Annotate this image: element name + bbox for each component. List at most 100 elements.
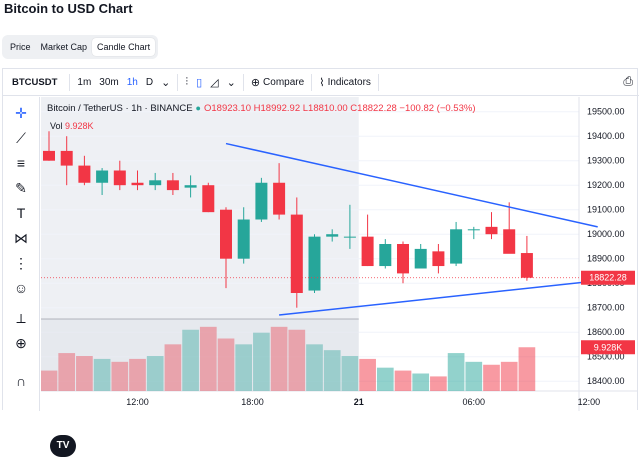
price-chart[interactable]: 19500.00 19400.00 19300.00 19200.00 19100.00… [41,97,638,411]
interval-1h[interactable]: 1h [126,76,138,88]
compare-button[interactable]: ⊕ Compare [247,76,308,89]
candle-body[interactable] [397,244,409,274]
candle-body[interactable] [308,236,321,291]
text-icon[interactable]: T [16,205,26,221]
candle-body[interactable] [237,219,250,259]
page-title: Bitcoin to USD Chart [4,1,133,16]
candle-body[interactable] [485,226,498,235]
chart-style-dropdown-icon[interactable]: ⌄ [226,76,236,89]
legend-title: Bitcoin / TetherUS · 1h · BINANCE [47,103,193,114]
candle-body[interactable] [414,248,427,269]
candle-body[interactable] [503,229,516,254]
chart-toolbar: BTCUSDT 1m 30m 1h D ⌄ ⫶ ▯ ◿ ⌄ ⊕ Compare … [3,69,639,96]
candle-body[interactable] [60,150,73,166]
volume-bar [288,329,306,391]
symbol-search-button[interactable]: BTCUSDT [12,76,58,88]
indicators-button[interactable]: ⌇ Indicators [315,76,375,89]
volume-legend-value: 9.928K [65,121,94,131]
volume-bar [412,373,430,391]
tradingview-logo[interactable]: TV [50,435,76,457]
candle-icon[interactable]: ▯ [196,76,203,89]
interval-30m[interactable]: 30m [99,76,119,88]
candle-body[interactable] [149,180,162,186]
candle-body[interactable] [450,229,463,264]
interval-D[interactable]: D [145,76,154,88]
trendline[interactable] [225,142,598,228]
candle-body[interactable] [467,229,480,231]
candle-body[interactable] [43,150,55,161]
volume-bar [93,358,111,391]
candle-body[interactable] [96,170,109,183]
zoom-icon[interactable]: ⊕ [15,335,27,351]
volume-bar [129,358,146,391]
interval-1m[interactable]: 1m [77,76,92,88]
tab-market-cap[interactable]: Market Cap [40,42,88,52]
candle-body[interactable] [113,170,126,186]
volume-bar [41,370,58,391]
volume-bar [306,344,323,391]
candle-body[interactable] [184,185,197,188]
candle-body[interactable] [361,236,374,267]
y-tick-label: 18900.00 [587,254,625,264]
drawing-toolbar: ✛ ⟋ ≡ ✎ T ⋈ ⋮ ☺ ⟂ ⊕ ∩ [3,97,40,411]
volume-bar [430,376,447,391]
volume-bar [483,364,500,391]
volume-bar [447,353,465,391]
candle-body[interactable] [432,251,445,267]
crosshair-icon[interactable]: ✛ [15,105,27,121]
horizontal-lines-icon[interactable]: ≡ [16,155,26,171]
x-tick-label: 12:00 [126,397,149,407]
toolbar-divider [242,73,244,91]
tab-candle-chart[interactable]: Candle Chart [92,38,156,56]
y-tick-label: 19300.00 [587,156,625,166]
selection-range-bg [41,97,359,391]
indicators-label: Indicators [327,76,371,88]
candle-body[interactable] [273,182,286,215]
candle-body[interactable] [520,253,533,278]
candle-body[interactable] [131,182,144,186]
volume-bar [76,356,93,391]
volume-badge-label: 9.928K [594,342,623,352]
y-tick-label: 18500.00 [587,352,625,362]
volume-bar [465,361,483,391]
y-tick-label: 19100.00 [587,205,625,215]
candle-body[interactable] [202,185,215,213]
candle-body[interactable] [343,236,356,238]
volume-legend-label: Vol [50,121,63,131]
brush-icon[interactable]: ✎ [15,180,27,196]
magnet-icon[interactable]: ∩ [15,373,27,389]
tab-price[interactable]: Price [10,42,31,52]
candle-body[interactable] [220,209,232,259]
bar-chart-icon[interactable]: ⫶ [185,75,189,88]
last-price-label: 18822.28 [589,273,627,283]
forecast-icon[interactable]: ⋮ [14,255,28,271]
volume-pane-shade [41,319,359,391]
volume-bar [394,370,412,391]
camera-icon[interactable]: ⎙ [623,74,633,88]
candle-body[interactable] [326,234,339,237]
ruler-icon[interactable]: ⟂ [16,310,26,326]
candle-body[interactable] [166,180,179,191]
trendline[interactable] [279,280,598,316]
candle-body[interactable] [290,214,303,293]
volume-bar [323,350,341,391]
plus-circle-icon: ⊕ [250,76,261,89]
candle-body[interactable] [255,182,268,220]
volume-bar [58,353,76,391]
compare-label: Compare [263,76,305,88]
volume-bar [253,332,270,391]
y-tick-label: 18400.00 [587,376,625,386]
volume-bar [341,356,359,391]
volume-legend: Vol 9.928K [50,121,94,131]
candle-body[interactable] [78,165,91,183]
area-icon[interactable]: ◿ [210,76,219,89]
last-price-badge [581,270,635,285]
pattern-icon[interactable]: ⋈ [14,230,28,246]
toolbar-divider [69,73,71,91]
market-status-dot: ● [195,103,201,113]
interval-dropdown-icon[interactable]: ⌄ [161,76,171,89]
y-tick-label: 19200.00 [587,180,625,190]
candle-body[interactable] [379,244,392,267]
smile-icon[interactable]: ☺ [13,280,29,296]
trend-line-icon[interactable]: ⟋ [16,130,26,146]
